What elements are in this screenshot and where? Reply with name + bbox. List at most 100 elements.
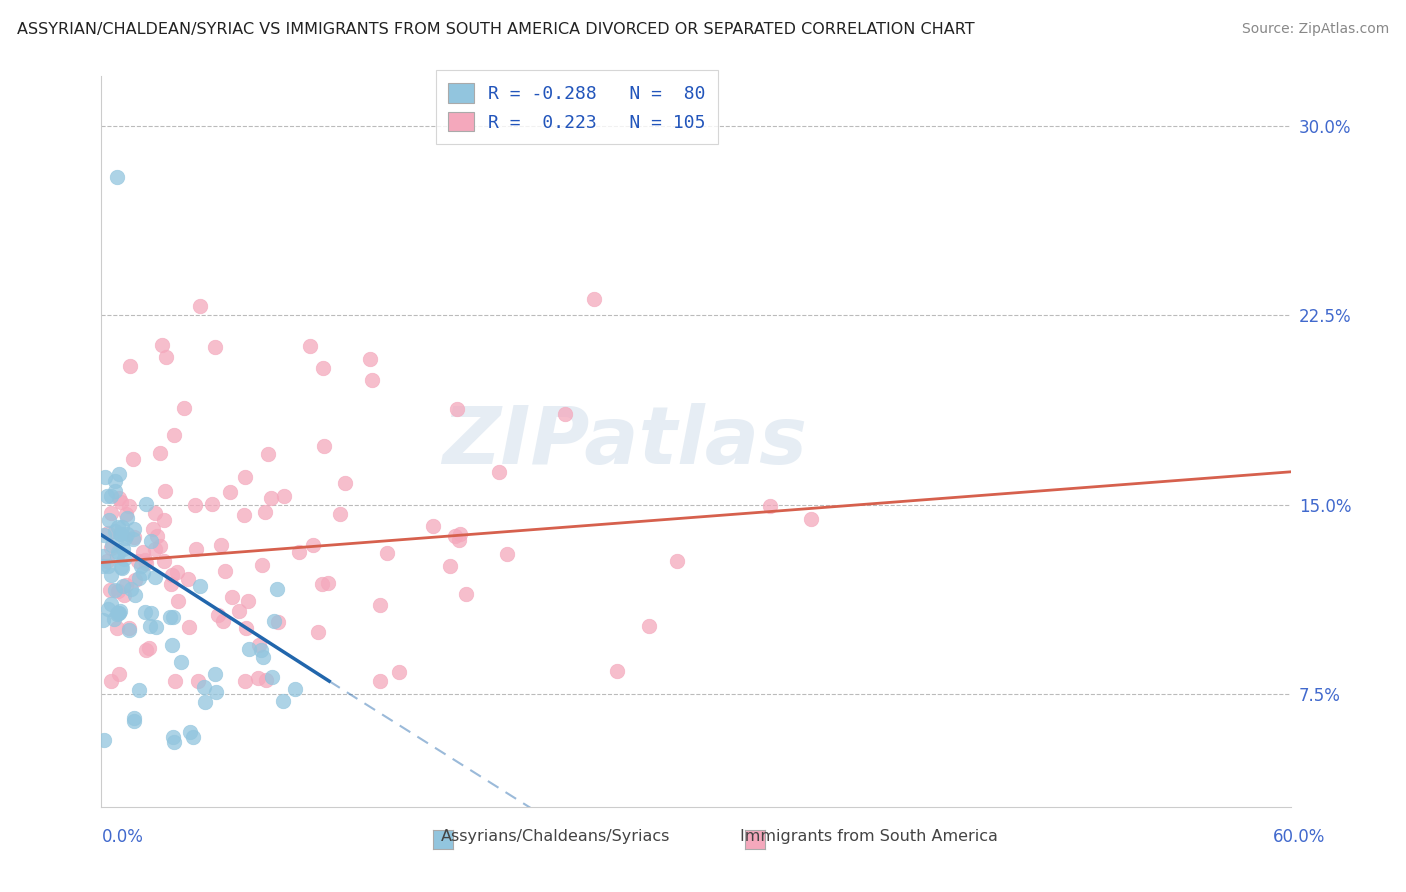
Point — [422, 518, 444, 533]
Point — [118, 359, 141, 374]
Point — [91, 559, 114, 574]
Point — [205, 685, 228, 699]
Point — [110, 495, 132, 509]
Point — [228, 604, 250, 618]
Point — [247, 671, 270, 685]
Point — [110, 527, 132, 541]
Point — [100, 597, 122, 611]
Point — [307, 625, 329, 640]
Point — [145, 541, 167, 556]
Point — [100, 541, 122, 555]
Point — [638, 619, 661, 633]
Point — [115, 510, 138, 524]
Point — [488, 465, 510, 479]
Point — [361, 373, 384, 387]
Point — [124, 588, 146, 602]
Point — [115, 508, 138, 522]
Point — [359, 352, 381, 367]
Point — [252, 649, 274, 664]
Point — [454, 587, 477, 601]
Point — [267, 615, 290, 629]
Point — [114, 531, 136, 545]
Point — [253, 505, 276, 519]
Point — [247, 638, 270, 652]
Point — [188, 578, 211, 592]
Point — [105, 607, 128, 621]
Point — [160, 638, 183, 652]
Point — [209, 538, 232, 552]
Point — [368, 598, 391, 612]
Point — [443, 529, 465, 543]
Text: 0.0%: 0.0% — [101, 828, 143, 846]
Point — [219, 485, 242, 500]
Point — [93, 613, 115, 627]
Point — [271, 694, 294, 708]
Point — [800, 511, 823, 525]
Point — [104, 474, 127, 488]
Point — [256, 447, 278, 461]
Point — [122, 452, 145, 467]
Point — [135, 497, 157, 511]
Point — [107, 491, 129, 505]
Point — [162, 567, 184, 582]
Point — [316, 576, 339, 591]
Point — [260, 491, 283, 505]
Point — [163, 428, 186, 442]
Point — [214, 564, 236, 578]
Point — [100, 507, 122, 521]
Point — [163, 674, 186, 689]
Point — [128, 682, 150, 697]
Point — [170, 656, 193, 670]
Point — [141, 607, 163, 621]
Point — [284, 682, 307, 697]
Point — [177, 620, 200, 634]
Point — [127, 554, 149, 568]
Point — [98, 583, 121, 598]
Point — [758, 499, 780, 513]
Point — [139, 534, 162, 549]
Point — [94, 470, 117, 484]
Point — [108, 604, 131, 618]
Point — [141, 522, 163, 536]
Point — [439, 558, 461, 573]
Point — [149, 446, 172, 460]
Point — [100, 568, 122, 582]
Point — [96, 554, 118, 568]
Point — [153, 484, 176, 499]
Point — [100, 489, 122, 503]
Point — [159, 577, 181, 591]
Text: Source: ZipAtlas.com: Source: ZipAtlas.com — [1241, 22, 1389, 37]
Point — [104, 484, 127, 499]
Point — [111, 561, 134, 575]
Point — [108, 527, 131, 541]
Point — [211, 615, 233, 629]
Point — [148, 539, 170, 553]
Point — [97, 601, 120, 615]
Point — [111, 520, 134, 534]
Text: Assyrians/Chaldeans/Syriacs: Assyrians/Chaldeans/Syriacs — [440, 830, 671, 844]
Point — [162, 731, 184, 745]
Point — [124, 573, 146, 587]
Point — [138, 619, 160, 633]
Point — [377, 546, 399, 560]
Point — [135, 642, 157, 657]
Point — [260, 669, 283, 683]
Point — [188, 299, 211, 313]
Point — [187, 674, 209, 689]
Point — [329, 507, 352, 521]
Point — [118, 621, 141, 635]
Point — [115, 526, 138, 541]
Point — [112, 579, 135, 593]
Text: Immigrants from South America: Immigrants from South America — [740, 830, 998, 844]
Point — [312, 439, 335, 453]
Point — [606, 664, 628, 678]
Point — [233, 470, 256, 484]
Point — [194, 695, 217, 709]
Point — [122, 711, 145, 725]
Point — [221, 591, 243, 605]
Point — [96, 489, 118, 503]
Point — [181, 730, 204, 744]
Point — [299, 339, 322, 353]
Point — [107, 520, 129, 534]
Point — [131, 566, 153, 580]
